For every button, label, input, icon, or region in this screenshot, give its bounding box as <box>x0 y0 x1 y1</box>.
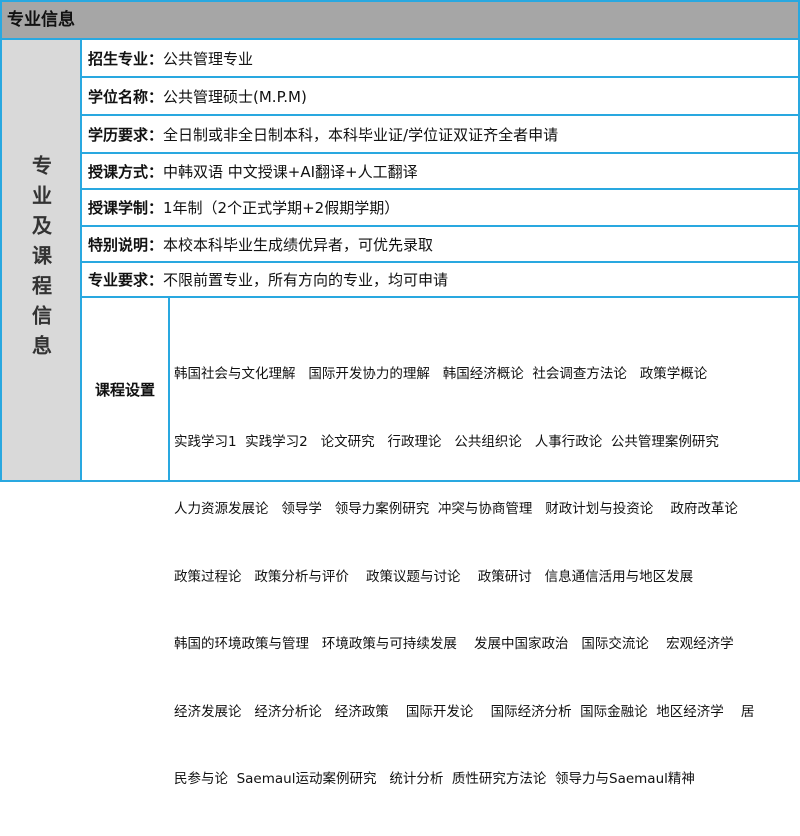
info-row: 专业要求： 不限前置专业，所有方向的专业，均可申请 <box>82 263 798 298</box>
row-value: 公共管理硕士(M.P.M) <box>163 87 307 106</box>
row-label: 招生专业： <box>88 49 164 68</box>
course-line: 经济发展论 经济分析论 经济政策 国际开发论 国际经济分析 国际金融论 地区经济… <box>174 703 755 720</box>
major-info-table: 专业信息 专业及课程信息 招生专业： 公共管理专业 学位名称： 公共管理硕士(M.P… <box>0 0 800 787</box>
section-title: 专业信息 <box>2 2 798 40</box>
course-line: 人力资源发展论 领导学 领导力案例研究 冲突与协商管理 财政计划与投资论 政府改… <box>174 501 738 517</box>
row-label: 学历要求： <box>88 125 164 144</box>
row-label: 学位名称： <box>88 87 164 106</box>
row-value: 不限前置专业，所有方向的专业，均可申请 <box>163 271 449 289</box>
row-label: 授课方式： <box>88 162 164 181</box>
info-row: 招生专业： 公共管理专业 <box>82 40 798 78</box>
row-value: 中韩双语 中文授课+AI翻译+人工翻译 <box>163 162 418 181</box>
row-value: 公共管理专业 <box>163 49 254 68</box>
row-label: 专业要求： <box>88 271 164 289</box>
courses-label: 课程设置 <box>82 298 170 480</box>
row-label: 特别说明： <box>88 235 164 254</box>
row-value: 本校本科毕业生成绩优异者，可优先录取 <box>163 235 434 254</box>
course-line: 韩国社会与文化理解 国际开发协力的理解 韩国经济概论 社会调查方法论 政策学概论 <box>174 366 708 382</box>
course-list: 韩国社会与文化理解 国际开发协力的理解 韩国经济概论 社会调查方法论 政策学概论… <box>170 298 754 787</box>
side-label-cell: 专业及课程信息 <box>2 40 82 480</box>
course-line: 韩国的环境政策与管理 环境政策与可持续发展 发展中国家政治 国际交流论 宏观经济… <box>174 636 734 652</box>
info-row: 特别说明： 本校本科毕业生成绩优异者，可优先录取 <box>82 227 798 263</box>
course-line: 实践学习1 实践学习2 论文研究 行政理论 公共组织论 人事行政论 公共管理案例… <box>174 433 719 450</box>
info-row: 授课学制： 1年制（2个正式学期+2假期学期） <box>82 190 798 227</box>
courses-row: 课程设置 韩国社会与文化理解 国际开发协力的理解 韩国经济概论 社会调查方法论 … <box>82 298 798 787</box>
side-label: 专业及课程信息 <box>28 155 53 365</box>
row-value: 1年制（2个正式学期+2假期学期） <box>163 199 400 217</box>
info-row: 授课方式： 中韩双语 中文授课+AI翻译+人工翻译 <box>82 154 798 190</box>
info-row: 学位名称： 公共管理硕士(M.P.M) <box>82 78 798 116</box>
row-value: 全日制或非全日制本科，本科毕业证/学位证双证齐全者申请 <box>163 125 559 144</box>
course-line: 民参与论 Saemaul运动案例研究 统计分析 质性研究方法论 领导力与Saem… <box>174 771 695 787</box>
course-line: 政策过程论 政策分析与评价 政策议题与讨论 政策研讨 信息通信活用与地区发展 <box>174 568 694 585</box>
row-label: 授课学制： <box>88 199 164 217</box>
info-row: 学历要求： 全日制或非全日制本科，本科毕业证/学位证双证齐全者申请 <box>82 116 798 154</box>
